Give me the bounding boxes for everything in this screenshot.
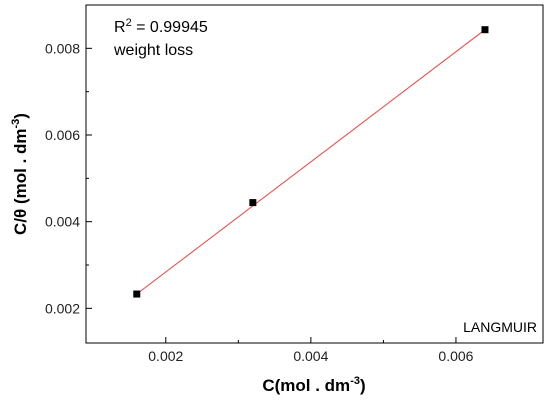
data-point — [133, 290, 141, 298]
x-axis-title: C(mol . dm-3) — [262, 375, 365, 395]
y-tick-label: 0.006 — [45, 127, 80, 143]
x-tick-label: 0.002 — [148, 348, 183, 364]
y-tick-label: 0.002 — [45, 300, 80, 316]
plot-frame — [85, 4, 544, 344]
data-point — [481, 26, 489, 34]
y-axis-title: C/θ (mol . dm-3) — [10, 113, 30, 235]
r-squared-annotation: R2 = 0.99945 — [114, 17, 208, 36]
data-points — [133, 26, 489, 298]
corner-label: LANGMUIR — [463, 319, 537, 335]
fit-line — [136, 29, 486, 295]
x-axis-ticks: 0.002 0.004 0.006 — [148, 337, 474, 364]
y-axis-ticks: 0.002 0.004 0.006 0.008 — [45, 40, 92, 316]
method-annotation: weight loss — [113, 42, 193, 59]
x-tick-label: 0.004 — [293, 348, 328, 364]
y-tick-label: 0.008 — [45, 40, 80, 56]
data-point — [249, 199, 257, 207]
y-tick-label: 0.004 — [45, 214, 80, 230]
x-tick-label: 0.006 — [438, 348, 473, 364]
